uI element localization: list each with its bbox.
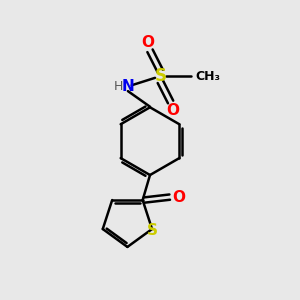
- Text: S: S: [154, 68, 166, 85]
- Text: S: S: [147, 223, 158, 238]
- Text: H: H: [113, 80, 123, 93]
- Text: O: O: [141, 35, 154, 50]
- Text: O: O: [172, 190, 185, 205]
- Text: O: O: [167, 103, 179, 118]
- Text: CH₃: CH₃: [195, 70, 220, 83]
- Text: N: N: [122, 79, 134, 94]
